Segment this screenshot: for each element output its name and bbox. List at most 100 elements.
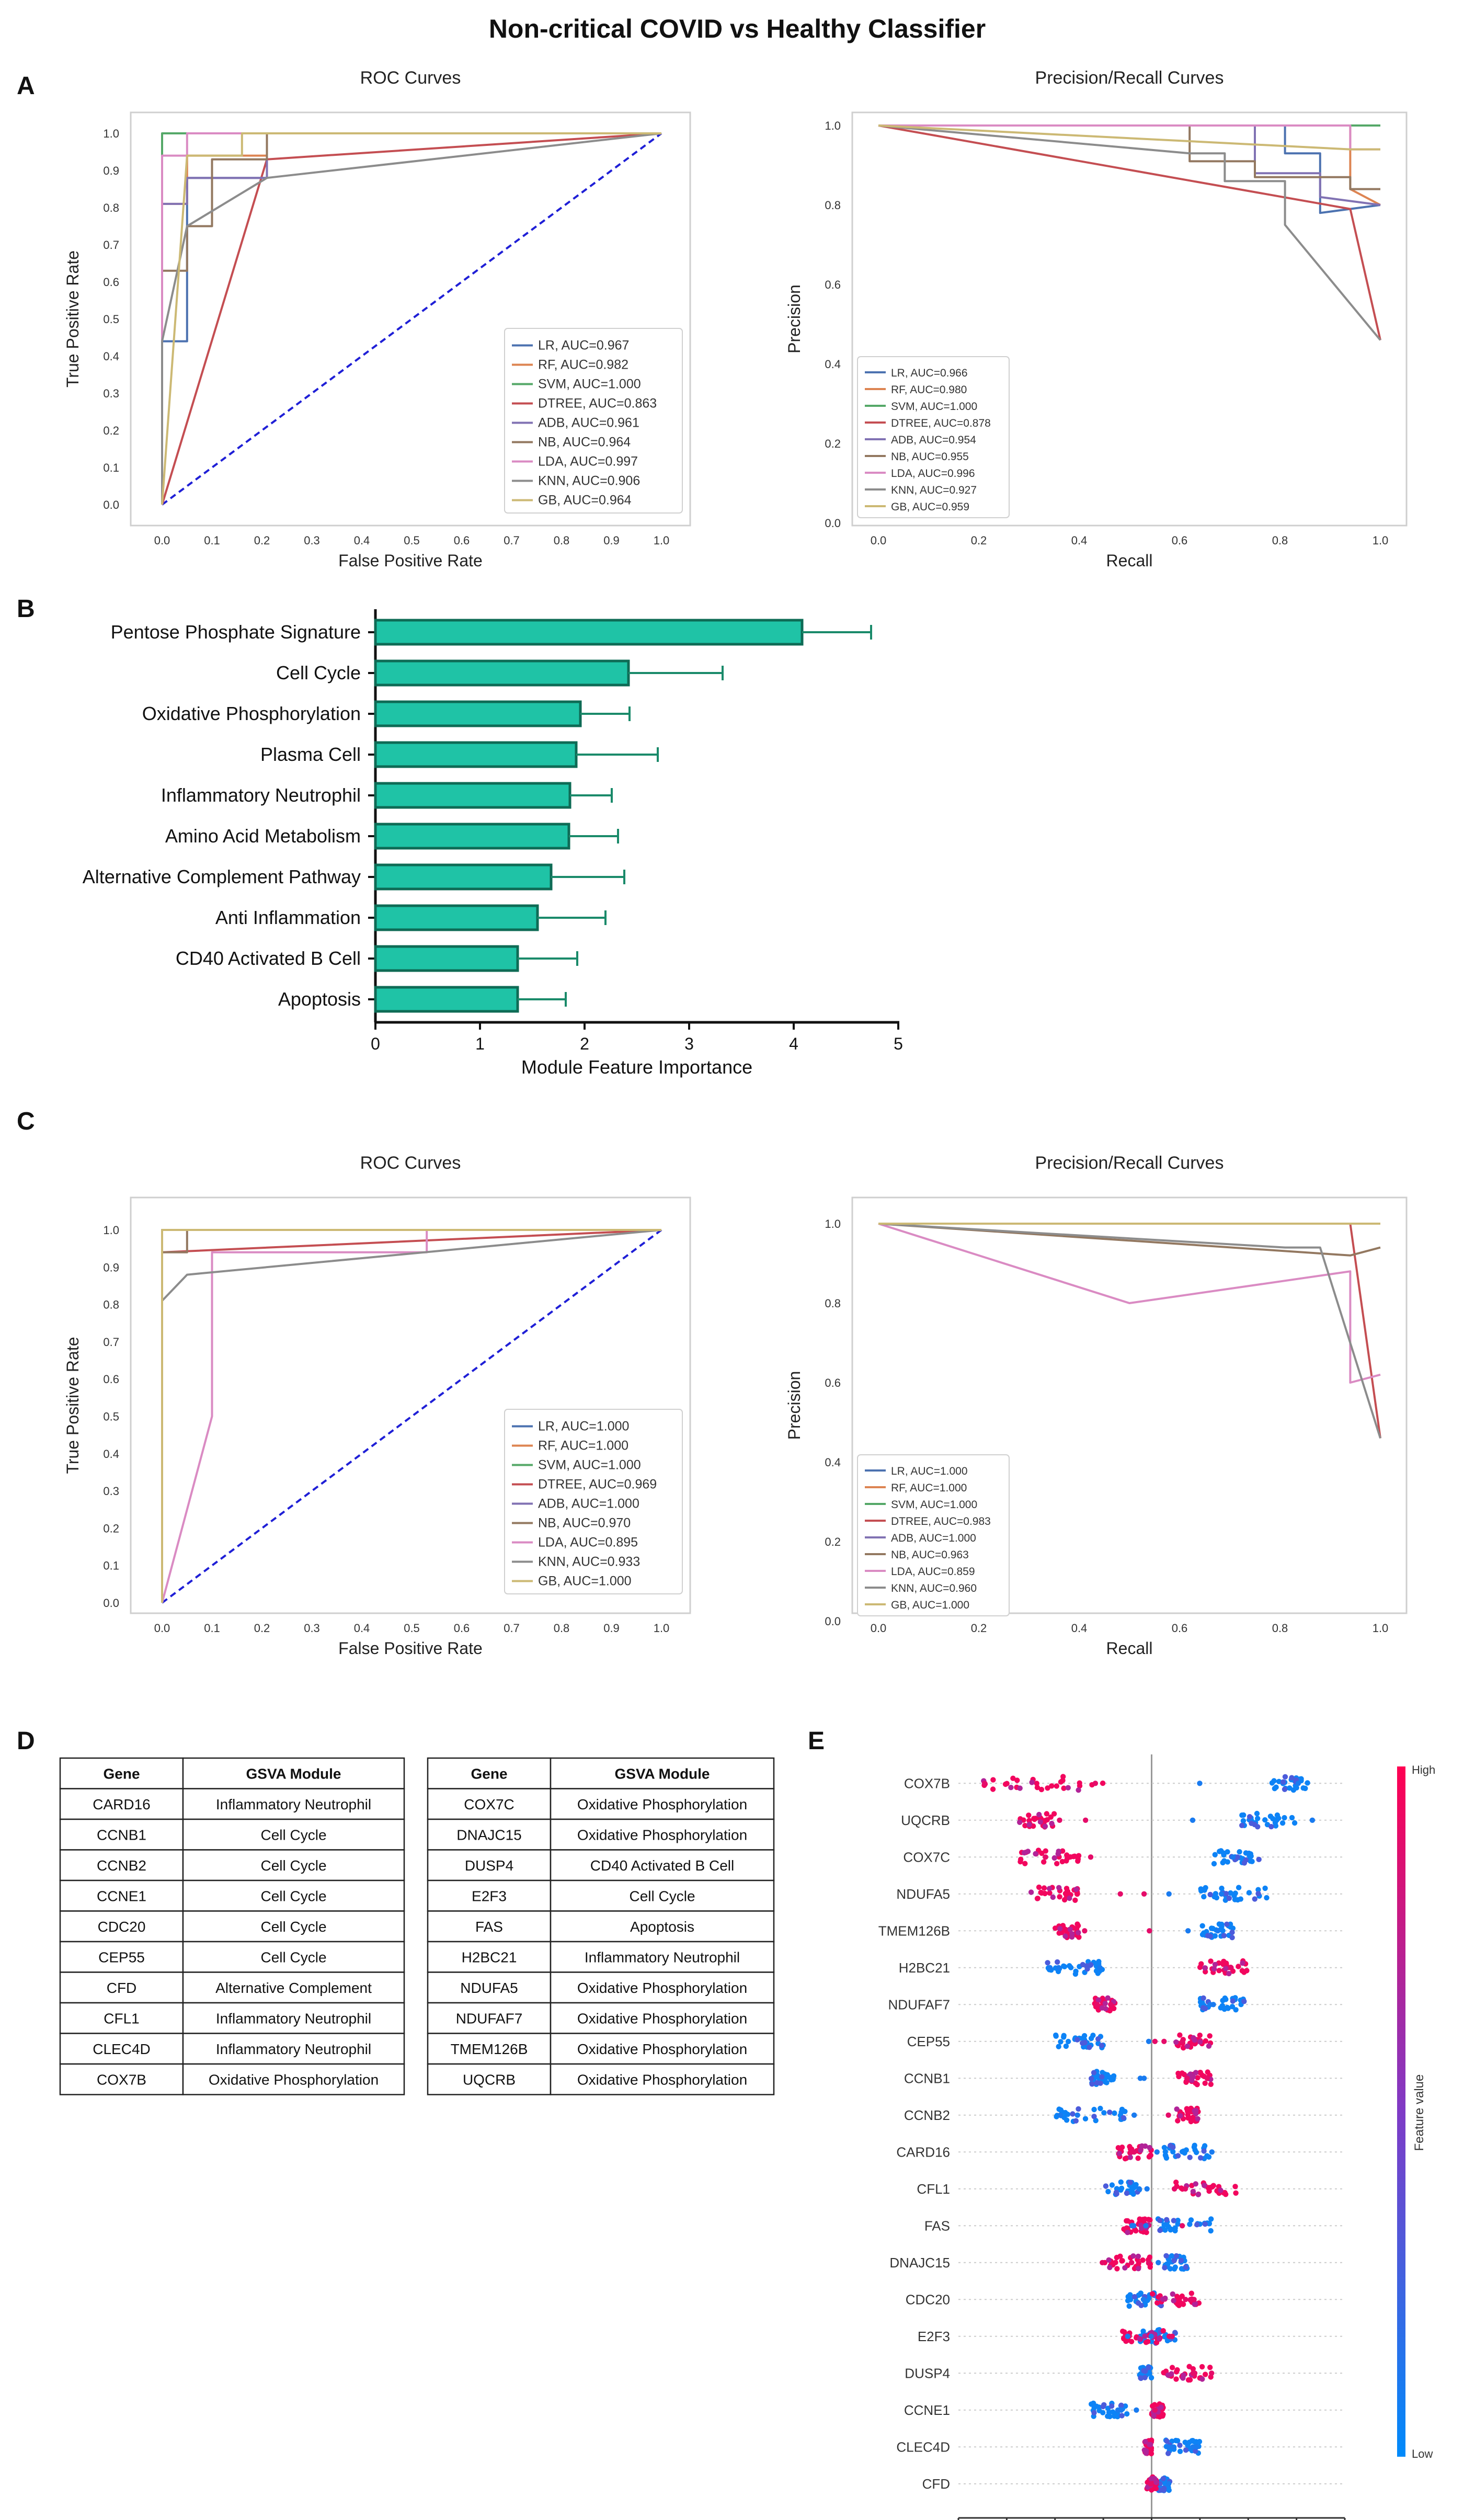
shap-point xyxy=(1156,2335,1162,2342)
shap-point xyxy=(1162,2295,1168,2301)
feature-label: NDUFA5 xyxy=(896,1886,950,1902)
shap-point xyxy=(1175,2118,1181,2124)
shap-point xyxy=(1080,2035,1085,2042)
shap-point xyxy=(1203,2371,1208,2377)
shap-point xyxy=(1169,2365,1175,2370)
shap-point xyxy=(1239,1822,1245,1828)
shap-point xyxy=(1229,1935,1235,1941)
shap-point xyxy=(1207,1933,1213,1939)
x-tick-label: 1.0 xyxy=(1373,534,1389,547)
legend-label: ADB, AUC=1.000 xyxy=(538,1497,639,1511)
series-line xyxy=(878,1223,1381,1439)
y-tick-label: 0.1 xyxy=(103,1559,119,1572)
legend-label: RF, AUC=0.982 xyxy=(538,358,628,372)
shap-point xyxy=(1154,2149,1160,2155)
shap-point xyxy=(1117,1891,1123,1897)
shap-point xyxy=(1268,1823,1274,1830)
shap-point xyxy=(1100,2260,1105,2265)
shap-point xyxy=(1054,1783,1060,1789)
shap-point xyxy=(1264,1895,1270,1901)
shap-point xyxy=(1073,1886,1079,1892)
legend-label: GB, AUC=1.000 xyxy=(891,1599,969,1611)
shap-point xyxy=(1122,2265,1128,2271)
shap-point xyxy=(1165,2450,1171,2456)
shap-point xyxy=(1202,1887,1207,1893)
shap-point xyxy=(1223,1966,1229,1971)
shap-point xyxy=(1089,2076,1094,2081)
shap-point xyxy=(1017,1785,1023,1791)
shap-point xyxy=(1150,2403,1156,2409)
shap-point xyxy=(1045,1785,1050,1791)
x-tick-label: 0.0 xyxy=(154,534,170,547)
shap-point xyxy=(1117,2253,1123,2259)
figure-title: Non-critical COVID vs Healthy Classifier xyxy=(489,14,986,43)
shap-point xyxy=(1057,1894,1062,1900)
legend-label: GB, AUC=1.000 xyxy=(538,1574,632,1589)
y-axis-label: True Positive Rate xyxy=(63,250,82,387)
table-cell xyxy=(427,1879,552,1912)
shap-point xyxy=(1200,1995,1206,2001)
shap-point xyxy=(1211,1966,1217,1972)
x-tick-label: 0.2 xyxy=(971,1622,987,1635)
x-tick-label: 1.0 xyxy=(654,1622,670,1635)
shap-point xyxy=(1056,1849,1061,1854)
shap-point xyxy=(1206,2154,1212,2160)
shap-point xyxy=(1233,2190,1239,2196)
shap-point xyxy=(1137,2076,1144,2081)
shap-point xyxy=(1172,2330,1178,2335)
gsva-module: Oxidative Phosphorylation xyxy=(209,2071,379,2088)
shap-point xyxy=(1184,2043,1191,2049)
legend-label: DTREE, AUC=0.969 xyxy=(538,1477,657,1492)
shap-point xyxy=(1142,2333,1148,2339)
shap-point xyxy=(1072,1853,1078,1859)
shap-point xyxy=(982,1781,988,1786)
shap-point xyxy=(1170,2149,1176,2154)
shap-point xyxy=(1038,1786,1045,1793)
shap-point xyxy=(1246,1890,1252,1896)
category-label: Pentose Phosphate Signature xyxy=(111,621,361,643)
shap-point xyxy=(1187,2154,1193,2160)
shap-point xyxy=(1156,2260,1161,2265)
shap-point xyxy=(1208,2228,1214,2234)
gene-name: FAS xyxy=(475,1919,503,1935)
legend-label: DTREE, AUC=0.863 xyxy=(538,396,657,411)
shap-point xyxy=(1008,1785,1014,1791)
shap-point xyxy=(1125,2294,1131,2300)
x-tick-label: 3 xyxy=(684,1034,694,1053)
shap-point xyxy=(1043,1854,1048,1860)
feature-label: CCNE1 xyxy=(904,2402,950,2418)
shap-point xyxy=(1229,1930,1235,1935)
shap-point xyxy=(1119,2258,1125,2264)
shap-point xyxy=(1131,2223,1137,2229)
bar xyxy=(374,659,630,687)
shap-point xyxy=(1061,2033,1067,2038)
gene-name: CDC20 xyxy=(98,1919,146,1935)
shap-point xyxy=(1028,1889,1034,1895)
shap-point xyxy=(1276,1815,1282,1821)
shap-point xyxy=(1187,2221,1193,2227)
y-tick-label: 0.6 xyxy=(825,278,841,291)
shap-point xyxy=(1241,1999,1247,2004)
table-cell xyxy=(59,1818,184,1851)
gene-name: NDUFAF7 xyxy=(456,2010,523,2026)
x-tick-label: 0.2 xyxy=(971,534,987,547)
panel-label-a: A xyxy=(17,72,35,100)
shap-point xyxy=(1218,2005,1224,2011)
gsva-module: Oxidative Phosphorylation xyxy=(577,2041,747,2057)
x-tick-label: 5 xyxy=(894,1034,903,1053)
shap-point xyxy=(1282,1786,1288,1792)
series-line xyxy=(878,124,1380,190)
shap-point xyxy=(1203,2038,1208,2044)
shap-point xyxy=(1212,1962,1218,1967)
shap-point xyxy=(1091,2410,1097,2416)
shap-point xyxy=(1029,1780,1035,1785)
shap-point xyxy=(1058,2039,1064,2045)
shap-point xyxy=(1148,2481,1154,2487)
y-tick-label: 0.6 xyxy=(103,276,119,289)
shap-point xyxy=(1271,1778,1277,1784)
shap-point xyxy=(1162,2149,1169,2154)
shap-point xyxy=(1104,2072,1111,2078)
y-tick-label: 0.3 xyxy=(103,387,119,400)
shap-point xyxy=(1047,1890,1053,1896)
shap-point xyxy=(1207,2185,1213,2191)
